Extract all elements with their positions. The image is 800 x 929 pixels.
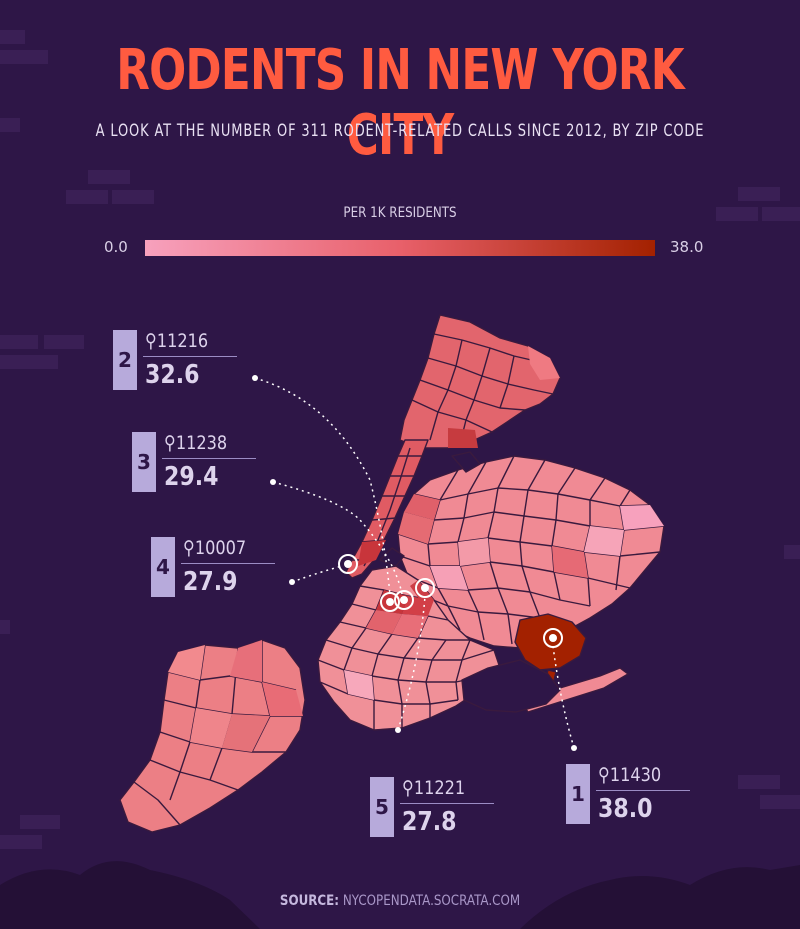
callout-zip-code: 11221 [413,777,466,799]
leader-10007 [291,565,343,583]
callout-value: 27.8 [402,807,457,837]
marker-11216 [380,592,400,612]
marker-11221 [415,578,435,598]
callout-zip-code: 11430 [609,764,662,786]
marker-11238 [394,590,414,610]
location-pin-icon: ⚲ [164,432,176,454]
queens [397,455,665,649]
leader-11216 [254,377,391,596]
page-subtitle: A LOOK AT THE NUMBER OF 311 RODENT-RELAT… [95,121,705,141]
jamaica-bay [461,659,561,713]
source-label: SOURCE: [279,893,340,909]
background-bricks [0,30,800,849]
legend-gradient-bar [145,240,655,256]
callout-zip: ⚲11238 [164,432,227,454]
source-link[interactable]: NYCOPENDATA.SOCRATA.COM [342,893,521,909]
location-pin-icon: ⚲ [598,764,610,786]
callout-zip: ⚲11430 [598,764,661,786]
callout-value: 29.4 [164,462,219,492]
callout-rank-badge: 4 [151,537,175,597]
callout-zip: ⚲11216 [145,330,208,352]
legend-min-label: 0.0 [104,238,128,256]
callout-zip: ⚲10007 [183,537,246,559]
legend-max-label: 38.0 [670,238,704,256]
leader-11238 [272,481,403,595]
leader-dots [252,375,577,751]
callout-zip-code: 10007 [194,537,247,559]
callout-rank-badge: 1 [566,764,590,824]
map-markers [338,554,563,648]
callout-rank-badge: 2 [113,330,137,390]
callout-rank-badge: 3 [132,432,156,492]
marker-10007 [338,554,358,574]
callout-divider [143,356,237,357]
callout-zip: ⚲11221 [402,777,465,799]
callout-value: 27.9 [183,567,238,597]
callout-zip-code: 11238 [175,432,228,454]
callout-divider [400,803,494,804]
legend-title: PER 1K RESIDENTS [343,205,457,221]
callout-value: 32.6 [145,360,200,390]
location-pin-icon: ⚲ [183,537,195,559]
source-credit: SOURCE: NYCOPENDATA.SOCRATA.COM [60,893,740,909]
leader-lines [254,377,575,749]
callout-divider [181,563,275,564]
location-pin-icon: ⚲ [402,777,414,799]
callout-value: 38.0 [598,794,653,824]
location-pin-icon: ⚲ [145,330,157,352]
zip-11430-jfk [514,613,587,671]
rat-silhouettes [0,861,800,929]
callout-rank-badge: 5 [370,777,394,837]
callout-zip-code: 11216 [156,330,209,352]
callout-divider [596,790,690,791]
callout-divider [162,458,256,459]
page-title: RODENTS IN NEW YORK CITY [116,38,684,168]
